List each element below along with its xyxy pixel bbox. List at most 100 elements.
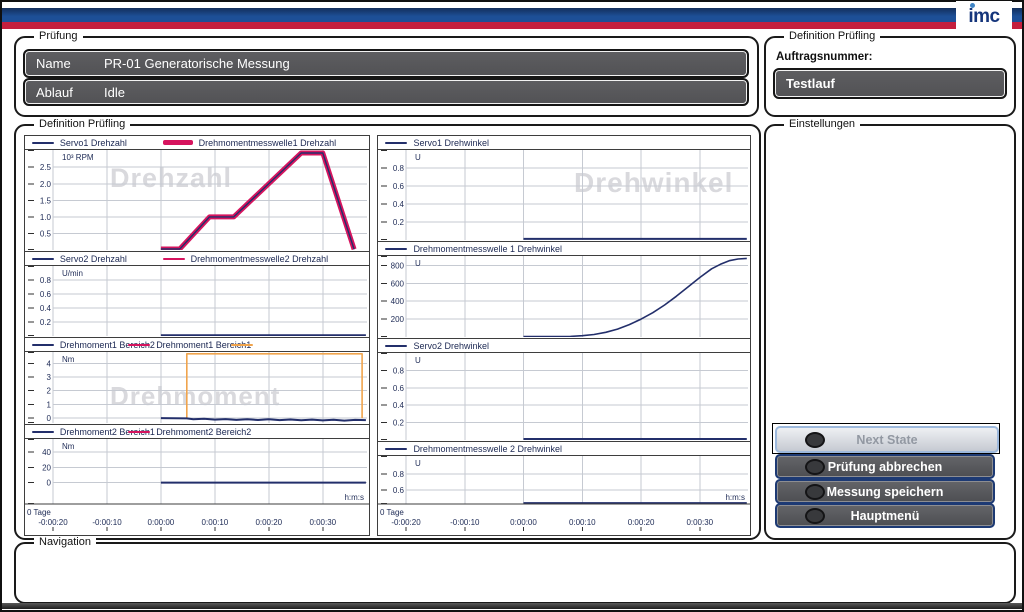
- messung-speichern-button[interactable]: Messung speichern: [775, 479, 995, 504]
- ablauf-field[interactable]: Ablauf Idle: [23, 78, 749, 106]
- svg-text:0.8: 0.8: [393, 366, 405, 375]
- legend-swatch: [385, 344, 408, 347]
- series-drehmoment1-bereich2: [160, 417, 366, 422]
- chart-drehwinkel-messwelle1[interactable]: Drehmomentmesswelle 1 Drehwinkel 200 400 60…: [377, 241, 751, 339]
- imc-logo-text: imc: [968, 6, 1000, 27]
- legend-item: Servo1 Drehwinkel: [385, 136, 489, 149]
- next-state-led-icon: [805, 431, 825, 448]
- einstellungen-groupbox: Einstellungen Next State Prüfung abbrech…: [764, 118, 1016, 540]
- legend-label: Servo1 Drehwinkel: [413, 137, 489, 148]
- svg-text:-0:00:10: -0:00:10: [450, 518, 480, 527]
- chart-drehzahl-servo1[interactable]: Servo1 Drehzahl Drehmomentmesswelle1 Dreh…: [24, 135, 370, 252]
- svg-text:400: 400: [391, 297, 405, 306]
- svg-text:800: 800: [391, 261, 405, 270]
- legend-swatch: [231, 343, 254, 346]
- header-red-bar: [2, 22, 1022, 29]
- legend-label: Drehmomentmesswelle 1 Drehwinkel: [413, 243, 562, 254]
- svg-text:0:00:10: 0:00:10: [569, 518, 596, 527]
- charts-column-right: Servo1 Drehwinkel Drehwinkel 0.2 0.4 0.6 0.8 U…: [377, 135, 751, 536]
- legend-swatch: [31, 343, 54, 346]
- ablauf-field-value: Idle: [104, 84, 125, 100]
- legend-label: Drehmoment2 Bereich1: [59, 426, 155, 437]
- chart-plot: 0.2 0.4 0.6 0.8 U/min: [28, 266, 367, 336]
- svg-text:Nm: Nm: [62, 442, 75, 451]
- chart-plot: Drehzahl 0.5 1.0 1.5 2.0 2.5 10³ RPM: [28, 150, 367, 250]
- chart-legend: Servo2 Drehwinkel: [378, 339, 750, 353]
- svg-text:0.4: 0.4: [40, 304, 52, 313]
- svg-text:1.5: 1.5: [40, 196, 52, 205]
- series-servo1-drehzahl: [160, 152, 355, 250]
- x-axis-day-label: 0 Tage: [380, 508, 404, 517]
- x-axis-unit: h:m:s: [344, 493, 364, 502]
- svg-text:10³ RPM: 10³ RPM: [62, 153, 94, 162]
- svg-text:0:00:20: 0:00:20: [255, 518, 282, 527]
- legend-item: [231, 338, 259, 351]
- pruefung-abbrechen-button[interactable]: Prüfung abbrechen: [775, 454, 995, 479]
- name-field-value: PR-01 Generatorische Messung: [104, 56, 290, 71]
- legend-label: Drehmoment1 Bereich1: [156, 339, 252, 350]
- name-field[interactable]: Name PR-01 Generatorische Messung: [23, 49, 749, 78]
- chart-plot: Drehmoment 0 1 2 3 4 Nm: [28, 352, 367, 423]
- legend-label: Servo2 Drehzahl: [59, 253, 127, 264]
- legend-swatch: [128, 343, 151, 346]
- svg-text:3: 3: [47, 373, 52, 382]
- chart-drehwinkel-servo2[interactable]: Servo2 Drehwinkel 0.2 0.4 0.6 0.8 U: [377, 338, 751, 442]
- chart-legend: Servo1 Drehwinkel: [378, 136, 750, 150]
- svg-text:0:00:10: 0:00:10: [202, 518, 229, 527]
- imc-logo: imc: [956, 1, 1012, 32]
- svg-text:1.0: 1.0: [40, 213, 52, 222]
- chart-legend: Servo2 Drehzahl Drehmomentmesswelle2 Dreh…: [25, 252, 369, 266]
- legend-item: Drehmoment2 Bereich2: [128, 425, 251, 438]
- chart-drehmoment1[interactable]: Drehmoment1 Bereich2 Drehmoment1 Bereich1…: [24, 337, 370, 425]
- svg-text:U: U: [415, 153, 421, 162]
- legend-swatch: [31, 141, 54, 144]
- legend-item: Drehmomentmesswelle 1 Drehwinkel: [385, 242, 562, 255]
- chart-drehwinkel-servo1[interactable]: Servo1 Drehwinkel Drehwinkel 0.2 0.4 0.6 0.8 U: [377, 135, 751, 242]
- legend-swatch: [385, 447, 408, 450]
- svg-text:-0:00:20: -0:00:20: [38, 518, 68, 527]
- navigation-groupbox-label: Navigation: [34, 536, 96, 548]
- chart-drehzahl-servo2[interactable]: Servo2 Drehzahl Drehmomentmesswelle2 Dreh…: [24, 251, 370, 338]
- charts-column-left: Servo1 Drehzahl Drehmomentmesswelle1 Dreh…: [24, 135, 370, 536]
- definition-pruefling-groupbox: Definition Prüfling Auftragsnummer: Test…: [764, 30, 1016, 117]
- messung-speichern-led-icon: [805, 483, 825, 500]
- series-drehmomentmesswelle-1-drehwinkel: [523, 257, 747, 337]
- legend-swatch: [385, 247, 408, 250]
- svg-text:0.2: 0.2: [393, 419, 405, 428]
- legend-item: Drehmomentmesswelle1 Drehzahl: [162, 136, 337, 149]
- legend-swatch: [128, 430, 151, 433]
- legend-label: Drehmomentmesswelle 2 Drehwinkel: [413, 443, 562, 454]
- x-axis-day-label: 0 Tage: [27, 508, 51, 517]
- svg-text:600: 600: [391, 279, 405, 288]
- svg-text:0.8: 0.8: [40, 276, 52, 285]
- legend-item: Servo2 Drehwinkel: [385, 339, 489, 352]
- next-state-button[interactable]: Next State: [775, 426, 999, 453]
- chart-drehmoment2[interactable]: Drehmoment2 Bereich1 Drehmoment2 Bereich2…: [24, 424, 370, 536]
- svg-text:U: U: [415, 459, 421, 468]
- svg-text:U/min: U/min: [62, 269, 83, 278]
- auftragsnummer-field[interactable]: Testlauf: [773, 68, 1007, 99]
- pruefung-abbrechen-led-icon: [805, 458, 825, 475]
- svg-text:0: 0: [47, 414, 52, 423]
- chart-plot: 0 20 40 Nm h:m:s 0 Tage-0:00:20 -0:00:10 0:00:0…: [25, 439, 369, 531]
- legend-item: Servo1 Drehzahl: [31, 136, 127, 149]
- definition-pruefling-groupbox-label: Definition Prüfling: [784, 30, 881, 42]
- hauptmenu-button[interactable]: Hauptmenü: [775, 503, 995, 528]
- ablauf-field-label: Ablauf: [36, 84, 73, 100]
- svg-text:0.8: 0.8: [393, 470, 405, 479]
- pruefung-abbrechen-button-label: Prüfung abbrechen: [827, 459, 943, 474]
- chart-watermark: Drehmoment: [110, 381, 280, 411]
- legend-label: Drehmomentmesswelle1 Drehzahl: [198, 137, 337, 148]
- chart-legend: Drehmoment1 Bereich2 Drehmoment1 Bereich1: [25, 338, 369, 352]
- svg-text:-0:00:10: -0:00:10: [92, 518, 122, 527]
- legend-item: Servo2 Drehzahl: [31, 252, 127, 265]
- messung-speichern-button-label: Messung speichern: [826, 484, 944, 499]
- svg-text:2.5: 2.5: [40, 163, 52, 172]
- chart-plot: 0.8 0.6 Uh:m:s 0 Tage-0:00:20 -0:00:10 0:00:0…: [378, 456, 750, 531]
- svg-text:0.8: 0.8: [393, 164, 405, 173]
- navigation-groupbox: Navigation: [14, 536, 1016, 604]
- series-drehmoment1-bereich1-grenze: [186, 352, 363, 419]
- pruefung-groupbox-label: Prüfung: [34, 30, 83, 42]
